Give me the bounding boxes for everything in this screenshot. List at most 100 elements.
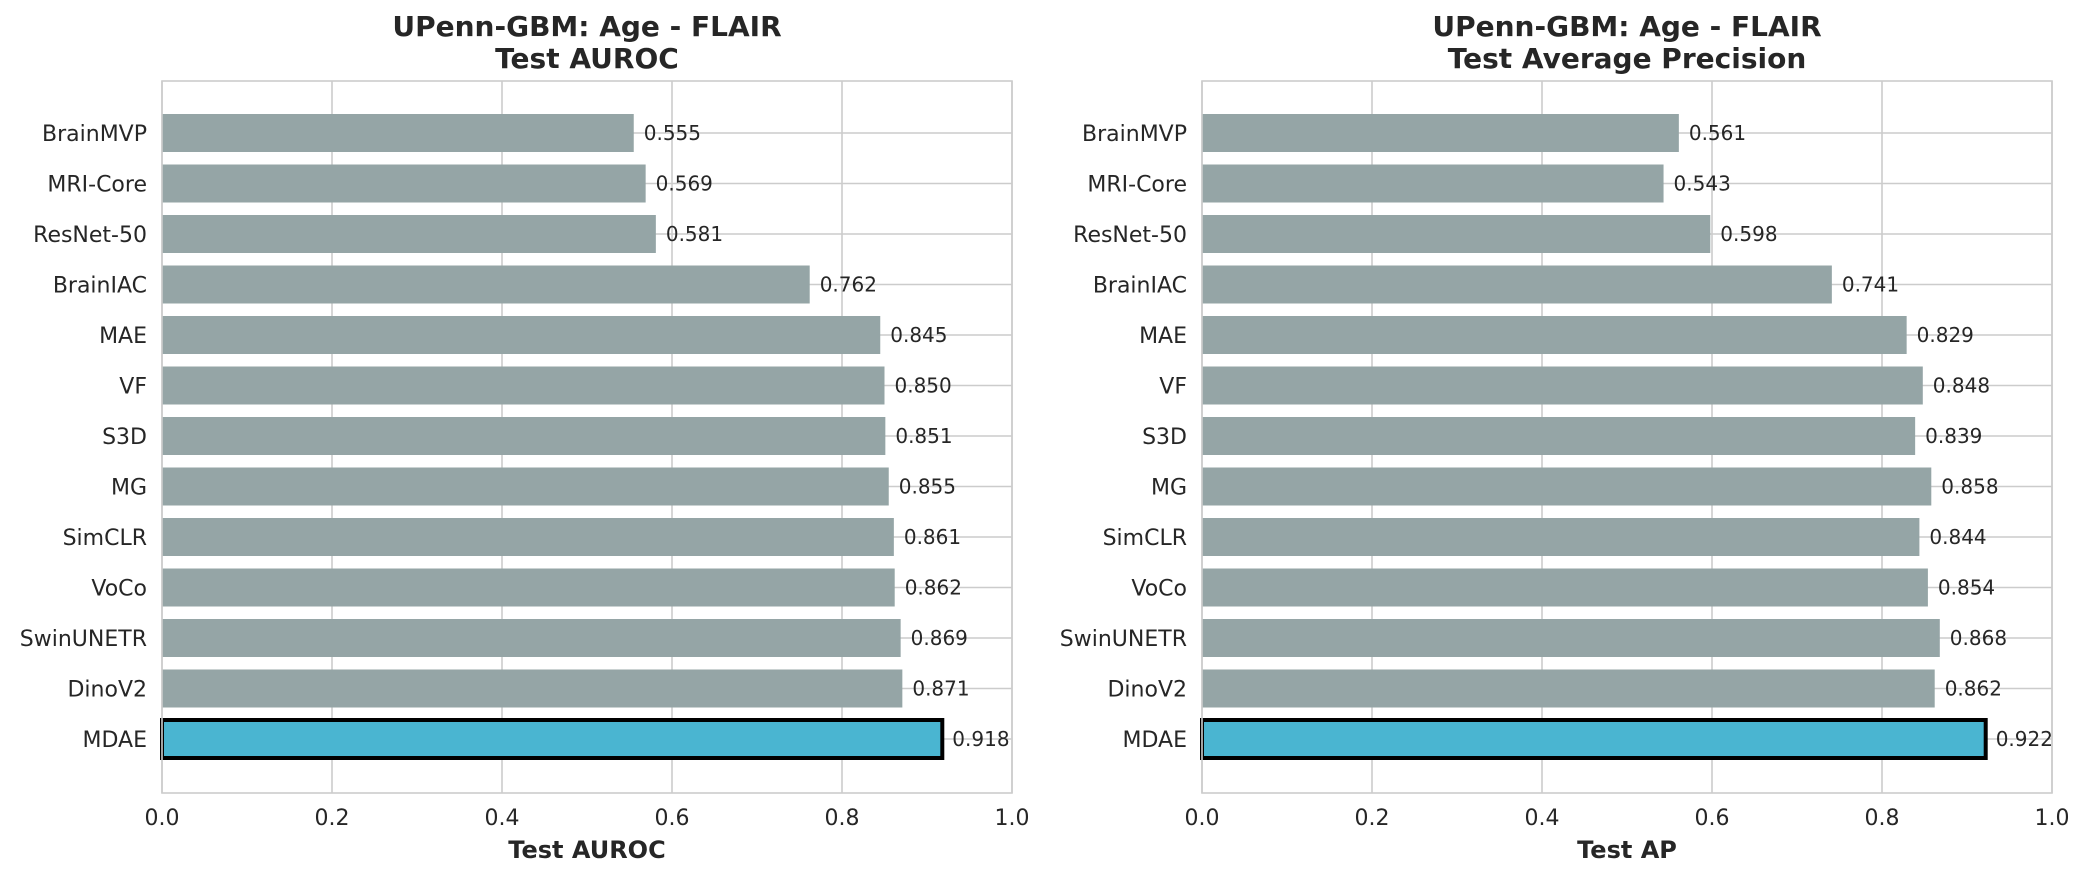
category-label: BrainIAC — [1093, 274, 1187, 299]
category-label: BrainMVP — [1082, 122, 1187, 147]
bar — [162, 366, 885, 405]
category-label: MG — [111, 476, 147, 501]
bar — [1202, 417, 1916, 455]
category-label: BrainIAC — [53, 274, 147, 299]
category-label: MRI-Core — [47, 173, 147, 198]
x-tick-label: 0.8 — [1865, 806, 1900, 831]
category-label: S3D — [102, 425, 147, 450]
value-label: 0.555 — [644, 121, 701, 145]
category-label: MRI-Core — [1087, 173, 1187, 198]
category-label: VoCo — [1131, 577, 1187, 602]
category-label: MDAE — [1123, 728, 1188, 753]
value-label: 0.581 — [666, 222, 723, 246]
value-label: 0.869 — [911, 626, 968, 650]
bar — [1202, 164, 1664, 203]
value-label: 0.561 — [1689, 121, 1746, 145]
bar-highlight — [160, 718, 945, 760]
value-label: 0.543 — [1674, 172, 1731, 196]
category-label: MG — [1151, 476, 1187, 501]
category-label: VF — [119, 375, 147, 400]
bar — [1202, 518, 1920, 556]
chart-subtitle: Test Average Precision — [1448, 42, 1807, 75]
bar — [162, 215, 656, 253]
x-tick-label: 0.0 — [1185, 806, 1220, 831]
category-label: DinoV2 — [1107, 678, 1187, 703]
bar — [162, 619, 901, 657]
value-label: 0.850 — [895, 374, 952, 398]
bar — [162, 164, 646, 203]
chart-title: UPenn-GBM: Age - FLAIR — [1432, 10, 1821, 43]
category-label: MDAE — [83, 728, 148, 753]
category-label: SwinUNETR — [20, 627, 147, 652]
bar — [162, 265, 810, 304]
bar — [162, 417, 886, 455]
bar — [1202, 669, 1935, 708]
x-tick-label: 1.0 — [2035, 806, 2070, 831]
value-label: 0.855 — [899, 475, 956, 499]
x-tick-label: 1.0 — [995, 806, 1030, 831]
bar — [1202, 114, 1679, 152]
value-label: 0.851 — [895, 424, 952, 448]
value-label: 0.868 — [1950, 626, 2007, 650]
x-tick-label: 0.2 — [1355, 806, 1390, 831]
x-axis-label: Test AUROC — [508, 836, 665, 864]
value-label: 0.844 — [1929, 525, 1986, 549]
bar — [162, 518, 894, 556]
bar — [1202, 619, 1940, 657]
bar — [1202, 568, 1928, 607]
x-tick-label: 0.4 — [1525, 806, 1560, 831]
bar — [162, 568, 895, 607]
bar — [1202, 366, 1923, 405]
bar — [1202, 215, 1711, 253]
x-tick-label: 0.0 — [145, 806, 180, 831]
value-label: 0.569 — [656, 172, 713, 196]
plot-frame — [161, 80, 1013, 794]
value-label: 0.741 — [1842, 273, 1899, 297]
bar — [162, 467, 889, 506]
plot-frame — [1201, 80, 2053, 794]
value-label: 0.858 — [1941, 475, 1998, 499]
value-label: 0.862 — [1945, 677, 2002, 701]
bar — [162, 669, 903, 708]
category-label: SwinUNETR — [1060, 627, 1187, 652]
value-label: 0.854 — [1938, 576, 1995, 600]
value-label: 0.862 — [905, 576, 962, 600]
value-label: 0.839 — [1925, 424, 1982, 448]
value-label: 0.829 — [1917, 323, 1974, 347]
category-label: DinoV2 — [67, 678, 147, 703]
value-label: 0.918 — [952, 727, 1009, 751]
x-tick-label: 0.6 — [655, 806, 690, 831]
x-tick-label: 0.2 — [315, 806, 350, 831]
bar — [1202, 265, 1832, 304]
bar — [1202, 467, 1932, 506]
category-label: BrainMVP — [42, 122, 147, 147]
category-label: S3D — [1142, 425, 1187, 450]
bar-highlight — [1200, 718, 1988, 760]
category-label: MAE — [1139, 324, 1187, 349]
value-label: 0.845 — [890, 323, 947, 347]
value-label: 0.922 — [1996, 727, 2053, 751]
chart-subtitle: Test AUROC — [495, 42, 679, 75]
x-axis-label: Test AP — [1577, 836, 1677, 864]
value-label: 0.861 — [904, 525, 961, 549]
category-label: SimCLR — [63, 526, 147, 551]
category-label: SimCLR — [1103, 526, 1187, 551]
category-label: MAE — [99, 324, 147, 349]
chart-title: UPenn-GBM: Age - FLAIR — [392, 10, 781, 43]
category-label: ResNet-50 — [33, 223, 147, 248]
value-label: 0.848 — [1933, 374, 1990, 398]
category-label: ResNet-50 — [1073, 223, 1187, 248]
category-label: VF — [1159, 375, 1187, 400]
x-tick-label: 0.8 — [825, 806, 860, 831]
value-label: 0.598 — [1720, 222, 1777, 246]
bar — [1202, 316, 1907, 354]
bar — [162, 316, 881, 354]
bar — [162, 114, 634, 152]
x-tick-label: 0.4 — [485, 806, 520, 831]
x-tick-label: 0.6 — [1695, 806, 1730, 831]
value-label: 0.871 — [912, 677, 969, 701]
value-label: 0.762 — [820, 273, 877, 297]
